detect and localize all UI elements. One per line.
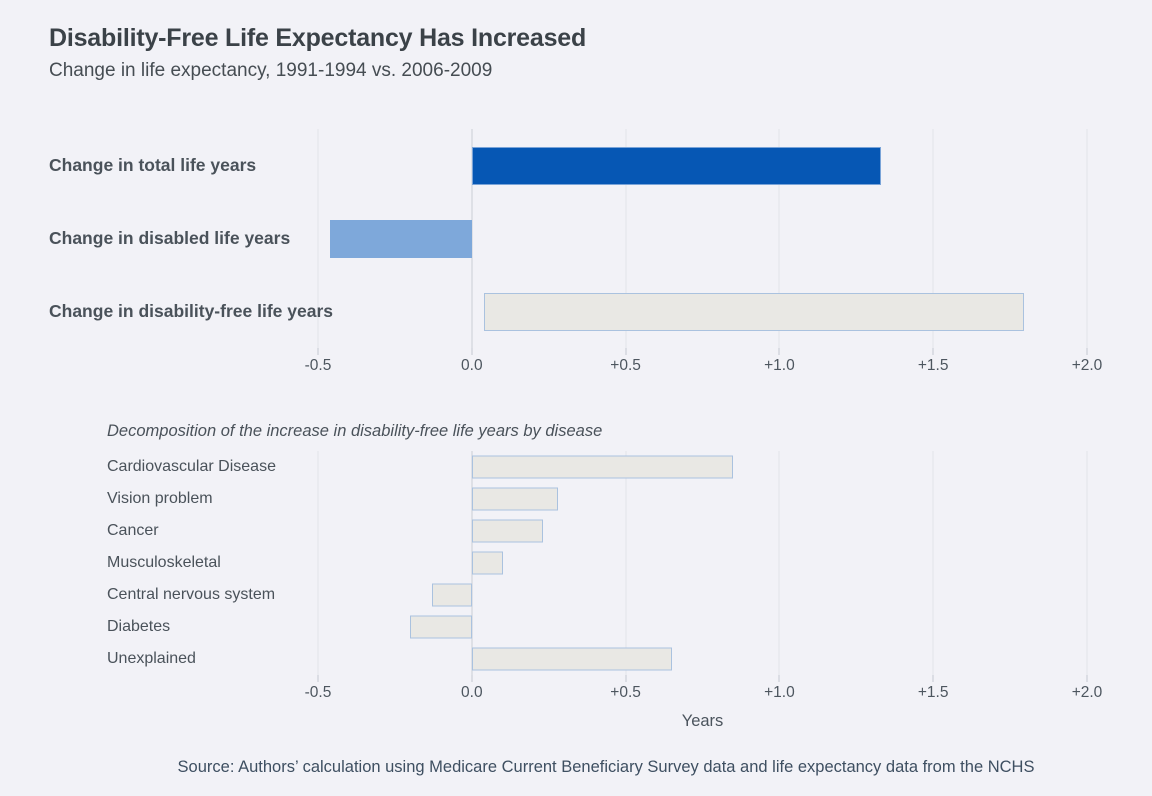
axis-tick-label: 0.0 bbox=[461, 684, 483, 701]
gridline bbox=[317, 451, 319, 675]
bar-rows: Cardiovascular Disease Vision problem Canc… bbox=[49, 451, 1087, 675]
page-subtitle: Change in life expectancy, 1991-1994 vs.… bbox=[49, 60, 493, 81]
axis-tick bbox=[471, 348, 473, 355]
axis-tick bbox=[471, 675, 473, 682]
axis-tick bbox=[625, 348, 627, 355]
chart-row-unexplained: Unexplained bbox=[49, 643, 1087, 675]
bar-track bbox=[318, 202, 1087, 275]
bar-track bbox=[318, 611, 1087, 643]
axis-tick bbox=[778, 675, 780, 682]
axis-tick bbox=[317, 675, 319, 682]
chart-row-diabetes: Diabetes bbox=[49, 611, 1087, 643]
gridline bbox=[778, 451, 780, 675]
axis-tick-label: +1.5 bbox=[917, 357, 949, 374]
bar-cancer bbox=[471, 519, 543, 543]
chart-row-vision-problem: Vision problem bbox=[49, 483, 1087, 515]
bar-cardiovascular-disease bbox=[471, 455, 734, 479]
chart-row-change-in-disability-free-life-years: Change in disability-free life years bbox=[49, 275, 1087, 348]
bar-track bbox=[318, 483, 1087, 515]
gridline bbox=[625, 451, 627, 675]
decomposition-heading: Decomposition of the increase in disabil… bbox=[107, 422, 603, 440]
bar-track bbox=[318, 579, 1087, 611]
x-axis-label: Years bbox=[681, 712, 724, 730]
axis-tick-label: +1.0 bbox=[764, 357, 795, 374]
chart-row-change-in-total-life-years: Change in total life years bbox=[49, 129, 1087, 202]
zero-axis-line bbox=[471, 129, 473, 348]
bar-rows: Change in total life years Change in disa… bbox=[49, 129, 1087, 348]
category-label-change-in-disabled-life-years: Change in disabled life years bbox=[49, 228, 291, 248]
axis-tick-label: +1.0 bbox=[764, 684, 795, 701]
bar-change-in-disabled-life-years bbox=[330, 219, 472, 258]
axis-tick bbox=[1086, 348, 1088, 355]
bar-track bbox=[318, 547, 1087, 579]
bar-track bbox=[318, 643, 1087, 675]
gridline-overlay bbox=[317, 129, 1088, 348]
axis-tick-label: -0.5 bbox=[304, 357, 332, 374]
plot-area: Cardiovascular Disease Vision problem Canc… bbox=[49, 451, 1088, 675]
x-axis: -0.5 0.0 +0.5 +1.0 +1.5 +2.0 bbox=[305, 675, 1102, 711]
axis-tick bbox=[317, 348, 319, 355]
gridline bbox=[1086, 451, 1088, 675]
bar-vision-problem bbox=[471, 487, 558, 511]
axis-tick-label: +0.5 bbox=[610, 684, 641, 701]
gridline bbox=[778, 129, 780, 348]
chart-row-cardiovascular-disease: Cardiovascular Disease bbox=[49, 451, 1087, 483]
bar-change-in-disability-free-life-years bbox=[483, 292, 1024, 331]
axis-tick-label: +0.5 bbox=[610, 357, 641, 374]
axis-tick bbox=[778, 348, 780, 355]
category-label-diabetes: Diabetes bbox=[107, 618, 171, 635]
axis-tick bbox=[625, 675, 627, 682]
category-label-musculoskeletal: Musculoskeletal bbox=[107, 554, 221, 571]
chart-row-central-nervous-system: Central nervous system bbox=[49, 579, 1087, 611]
gridline bbox=[317, 129, 319, 348]
axis-tick-label: -0.5 bbox=[304, 684, 332, 701]
category-label-vision-problem: Vision problem bbox=[107, 490, 213, 507]
gridline bbox=[932, 129, 934, 348]
axis-tick-label: +1.5 bbox=[917, 684, 949, 701]
x-axis: -0.5 0.0 +0.5 +1.0 +1.5 +2.0 bbox=[305, 348, 1102, 384]
chart-row-musculoskeletal: Musculoskeletal bbox=[49, 547, 1087, 579]
bar-track bbox=[333, 275, 1087, 348]
decomposition-bar-chart: Cardiovascular Disease Vision problem Canc… bbox=[49, 451, 1102, 731]
plot-area: Change in total life years Change in disa… bbox=[49, 129, 1088, 348]
axis-tick-label: 0.0 bbox=[461, 357, 483, 374]
category-label-central-nervous-system: Central nervous system bbox=[107, 586, 276, 603]
gridline bbox=[932, 451, 934, 675]
bar-change-in-total-life-years bbox=[471, 146, 881, 185]
axis-tick-label: +2.0 bbox=[1071, 357, 1103, 374]
category-label-cardiovascular-disease: Cardiovascular Disease bbox=[107, 458, 276, 475]
bar-track bbox=[318, 129, 1087, 202]
category-label-change-in-disability-free-life-years: Change in disability-free life years bbox=[49, 301, 333, 321]
axis-tick bbox=[1086, 675, 1088, 682]
bar-unexplained bbox=[471, 647, 672, 671]
bar-track bbox=[318, 515, 1087, 547]
axis-tick-label: +2.0 bbox=[1071, 684, 1103, 701]
source-note: Source: Authors’ calculation using Medic… bbox=[177, 758, 1035, 776]
axis-tick bbox=[932, 675, 934, 682]
category-label-unexplained: Unexplained bbox=[107, 650, 196, 667]
category-label-cancer: Cancer bbox=[107, 522, 159, 539]
axis-tick bbox=[932, 348, 934, 355]
page-title: Disability-Free Life Expectancy Has Incr… bbox=[49, 24, 587, 52]
bar-track bbox=[318, 451, 1087, 483]
gridline bbox=[625, 129, 627, 348]
gridline bbox=[1086, 129, 1088, 348]
chart-row-cancer: Cancer bbox=[49, 515, 1087, 547]
chart-header: Disability-Free Life Expectancy Has Incr… bbox=[0, 0, 1152, 83]
chart-row-change-in-disabled-life-years: Change in disabled life years bbox=[49, 202, 1087, 275]
bar-diabetes bbox=[410, 615, 472, 639]
category-label-change-in-total-life-years: Change in total life years bbox=[49, 155, 257, 175]
bar-central-nervous-system bbox=[431, 583, 472, 607]
bar-musculoskeletal bbox=[471, 551, 503, 575]
summary-bar-chart: Change in total life years Change in disa… bbox=[49, 129, 1102, 384]
